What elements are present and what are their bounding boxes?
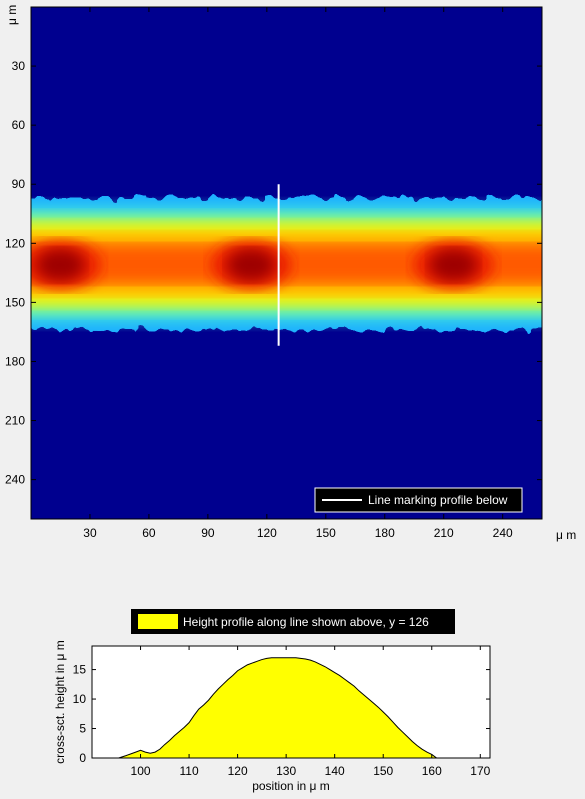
profile-y-tick-label: 0 (79, 751, 86, 765)
profile-x-tick-label: 100 (131, 764, 151, 778)
heatmap-x-unit-label: μ m (556, 528, 576, 542)
heatmap-y-unit-label: μ m (5, 5, 19, 25)
profile-y-tick-label: 10 (73, 692, 87, 706)
profile-legend: Height profile along line shown above, y… (131, 609, 455, 634)
heatmap-y-tick-label: 120 (5, 236, 25, 250)
heatmap-y-tick-label: 210 (5, 414, 25, 428)
heatmap-legend-label: Line marking profile below (368, 493, 508, 507)
heatmap-band (31, 198, 542, 330)
heatmap-y-tick-label: 60 (12, 118, 26, 132)
heatmap-hotspot (36, 248, 85, 281)
heatmap-x-tick-label: 120 (257, 526, 277, 540)
profile-frame (91, 645, 491, 759)
heatmap-frame (30, 6, 543, 520)
profile-legend-label: Height profile along line shown above, y… (183, 615, 429, 629)
heatmap-x-tick-label: 90 (201, 526, 215, 540)
heatmap-hotspot (429, 248, 478, 281)
profile-x-tick-label: 150 (373, 764, 393, 778)
profile-y-axis: 0 5 10 15 (73, 663, 490, 765)
profile-x-axis-label: position in μ m (252, 779, 330, 793)
heatmap-x-tick-label: 30 (83, 526, 97, 540)
profile-chart: Height profile along line shown above, y… (53, 609, 491, 793)
profile-x-tick-label: 140 (325, 764, 345, 778)
heatmap-hotspot (227, 248, 276, 281)
heatmap-y-tick-label: 150 (5, 295, 25, 309)
profile-y-tick-label: 5 (79, 722, 86, 736)
profile-x-tick-label: 130 (276, 764, 296, 778)
profile-x-tick-label: 110 (180, 764, 199, 778)
heatmap-x-tick-label: 150 (316, 526, 336, 540)
heatmap-x-tick-label: 210 (434, 526, 454, 540)
profile-x-tick-label: 120 (228, 764, 248, 778)
heatmap-y-tick-label: 30 (12, 59, 26, 73)
heatmap-legend: Line marking profile below (314, 487, 523, 513)
profile-legend-box (131, 609, 455, 634)
profile-area (118, 657, 438, 758)
profile-legend-swatch (138, 614, 178, 629)
profile-x-axis: 100 110 120 130 140 150 160 170 (131, 646, 491, 778)
profile-y-tick-label: 15 (73, 663, 87, 677)
heatmap-y-tick-label: 240 (5, 473, 25, 487)
profile-x-tick-label: 160 (422, 764, 442, 778)
heatmap-chart: 30 60 90 120 150 180 210 240 30 60 90 120 150 180 210… (5, 5, 576, 542)
heatmap-x-tick-label: 60 (142, 526, 156, 540)
heatmap-y-tick-label: 180 (5, 354, 25, 368)
heatmap-y-axis: 30 60 90 120 150 180 210 240 (5, 59, 542, 487)
profile-y-axis-label: cross-sct. height in μ m (53, 640, 67, 764)
heatmap-y-tick-label: 90 (12, 177, 26, 191)
heatmap-x-axis: 30 60 90 120 150 180 210 240 (83, 7, 513, 540)
profile-x-tick-label: 170 (470, 764, 490, 778)
heatmap-x-tick-label: 240 (493, 526, 513, 540)
heatmap-x-tick-label: 180 (375, 526, 395, 540)
